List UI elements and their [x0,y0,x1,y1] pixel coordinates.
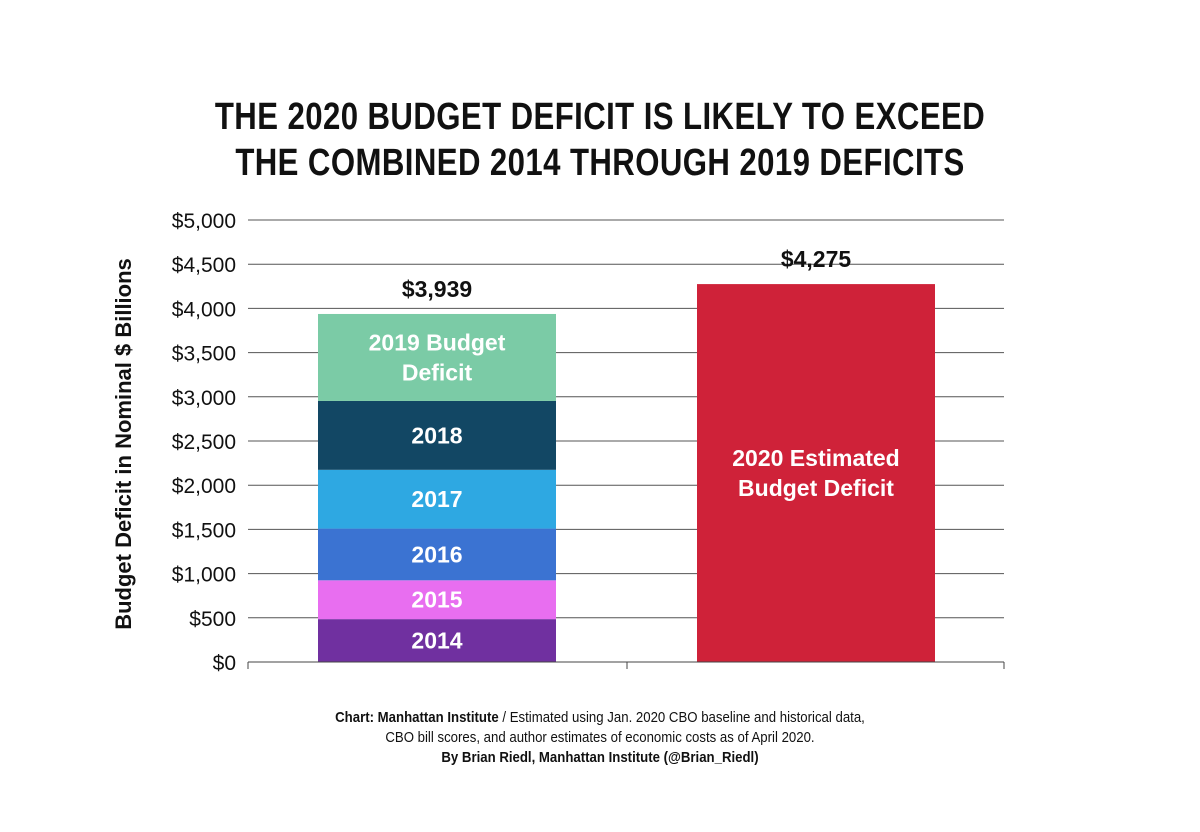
y-tick-label: $5,000 [172,210,236,233]
segment-label-2014: 2014 [411,628,462,654]
chart-title-line-2: THE COMBINED 2014 THROUGH 2019 DEFICITS [235,142,965,184]
bar-segment-2020 [697,284,935,662]
stacked-bar-chart: $0 $500 $1,000 $1,500 $2,000 $2,500 $3,000 $3,5… [111,210,1005,675]
footer-byline: By Brian Riedl, Manhattan Institute (@Br… [441,749,759,766]
footer-note-1: Estimated using Jan. 2020 CBO baseline a… [509,709,865,726]
bar-total-label: $4,275 [781,246,852,272]
footer-source: Chart: Manhattan Institute [335,709,499,726]
y-tick-label: $2,500 [172,431,236,454]
segment-label-2018: 2018 [411,422,462,448]
bar-segment-2016 [318,528,556,581]
segment-label-2016: 2016 [411,541,462,567]
chart-footer: Chart: Manhattan Institute / Estimated u… [0,708,1200,768]
footer-line-1: Chart: Manhattan Institute / Estimated u… [72,708,1128,728]
segment-label-2019: 2019 Budget Deficit [369,329,506,385]
y-tick-label: $1,000 [172,564,236,587]
chart-title: THE 2020 BUDGET DEFICIT IS LIKELY TO EXC… [0,94,1200,186]
segment-label-2017: 2017 [411,486,462,512]
bar-segment-2014 [318,619,556,662]
bar-segment-2017 [318,469,556,529]
y-tick-label: $2,000 [172,475,236,498]
bar-segment-2018 [318,400,556,470]
bar-segment-2015 [318,580,556,620]
segment-label-2020: 2020 Estimated Budget Deficit [732,445,899,501]
footer-separator: / [498,709,510,726]
y-tick-label: $3,500 [172,343,236,366]
bar-total-label: $3,939 [402,276,472,302]
y-tick-label: $1,500 [172,519,236,542]
y-tick-label: $0 [213,652,236,675]
y-tick-label: $500 [189,608,236,631]
y-axis-title: Budget Deficit in Nominal $ Billions [111,258,136,630]
segment-label-2015: 2015 [411,587,462,613]
y-tick-label: $4,000 [172,298,236,321]
chart-title-line-1: THE 2020 BUDGET DEFICIT IS LIKELY TO EXC… [214,96,986,138]
y-tick-label: $3,000 [172,387,236,410]
footer-note-2: CBO bill scores, and author estimates of… [385,729,815,746]
bar-segment-2019 [318,313,556,401]
y-tick-label: $4,500 [172,254,236,277]
